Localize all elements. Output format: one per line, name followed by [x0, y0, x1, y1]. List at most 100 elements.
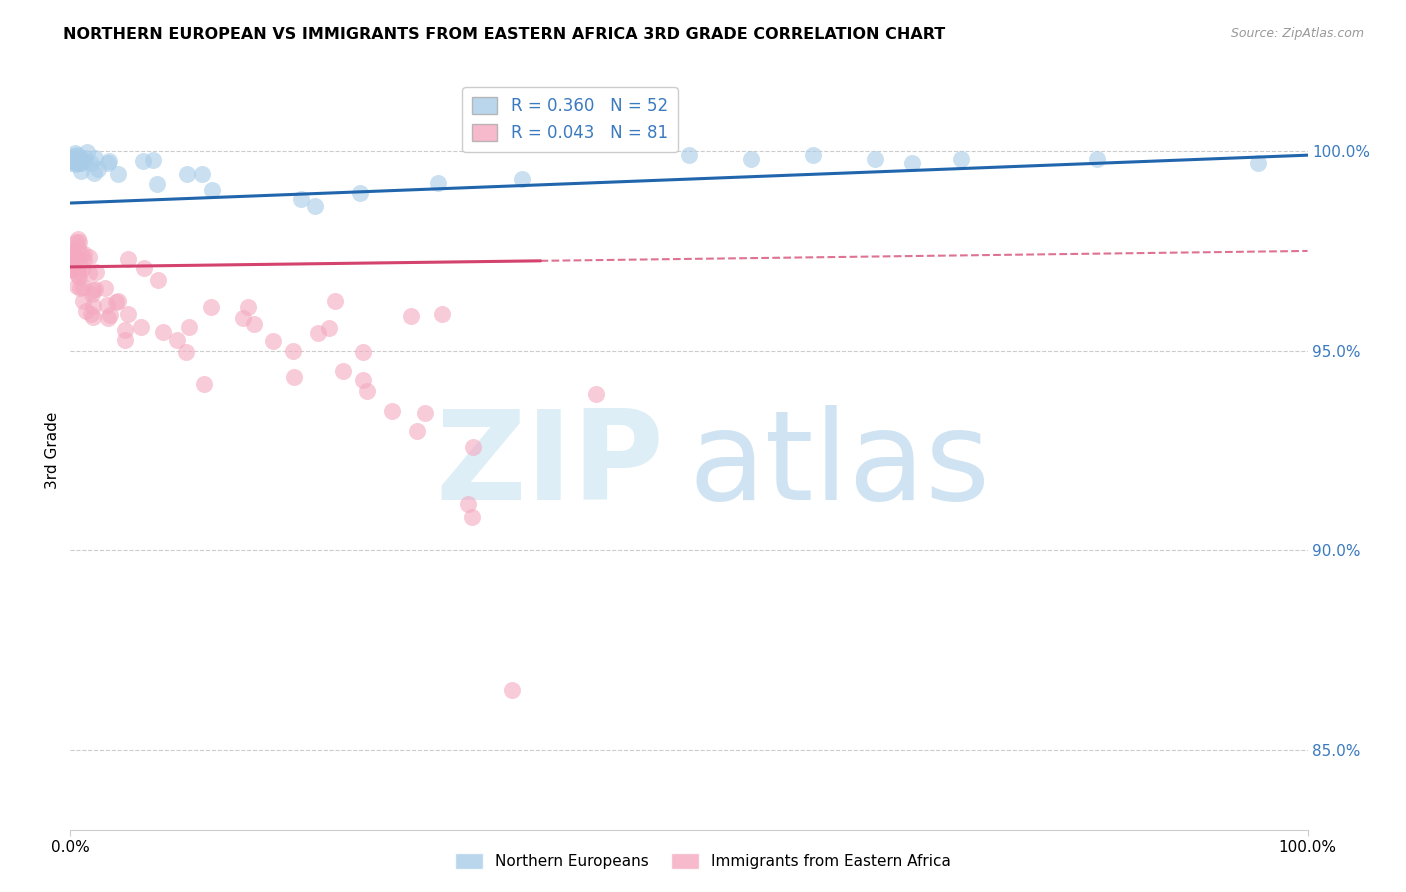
Point	[65, 157, 87, 171]
Point	[146, 177, 169, 191]
Point	[290, 192, 312, 206]
Point	[70, 164, 93, 178]
Point	[107, 167, 129, 181]
Point	[84, 282, 107, 296]
Point	[863, 152, 886, 166]
Point	[97, 156, 120, 170]
Point	[73, 247, 96, 261]
Point	[142, 153, 165, 168]
Point	[352, 373, 374, 387]
Point	[67, 270, 90, 285]
Point	[176, 167, 198, 181]
Point	[262, 334, 284, 348]
Point	[146, 272, 169, 286]
Y-axis label: 3rd Grade: 3rd Grade	[45, 412, 60, 489]
Point	[69, 152, 91, 166]
Text: Source: ZipAtlas.com: Source: ZipAtlas.com	[1230, 27, 1364, 40]
Point	[66, 150, 89, 164]
Point	[177, 319, 200, 334]
Text: atlas: atlas	[689, 405, 991, 526]
Point	[87, 161, 110, 176]
Point	[900, 156, 922, 170]
Point	[82, 300, 104, 314]
Point	[62, 260, 84, 274]
Point	[67, 268, 90, 283]
Point	[67, 155, 90, 169]
Point	[318, 321, 340, 335]
Point	[381, 403, 404, 417]
Point	[82, 310, 104, 324]
Point	[59, 151, 82, 165]
Point	[166, 333, 188, 347]
Point	[80, 155, 103, 169]
Point	[134, 261, 156, 276]
Point	[66, 232, 89, 246]
Point	[461, 510, 484, 524]
Point	[75, 303, 97, 318]
Point	[80, 307, 103, 321]
Point	[201, 183, 224, 197]
Point	[75, 151, 97, 165]
Point	[86, 265, 108, 279]
Point	[304, 199, 326, 213]
Point	[283, 370, 305, 384]
Point	[501, 682, 523, 697]
Point	[114, 333, 136, 347]
Point	[950, 152, 973, 166]
Point	[585, 387, 607, 401]
Point	[60, 261, 83, 276]
Point	[82, 284, 104, 298]
Legend: R = 0.360   N = 52, R = 0.043   N = 81: R = 0.360 N = 52, R = 0.043 N = 81	[463, 87, 678, 152]
Point	[60, 263, 83, 277]
Point	[117, 252, 139, 266]
Point	[238, 301, 260, 315]
Point	[332, 364, 354, 378]
Point	[243, 317, 266, 331]
Point	[60, 247, 83, 261]
Point	[69, 155, 91, 169]
Text: ZIP: ZIP	[436, 405, 664, 526]
Point	[1247, 156, 1270, 170]
Point	[77, 250, 100, 264]
Point	[307, 326, 329, 340]
Point	[60, 153, 83, 167]
Point	[73, 153, 96, 168]
Point	[463, 440, 485, 454]
Point	[79, 266, 101, 280]
Point	[69, 247, 91, 261]
Point	[281, 343, 304, 358]
Point	[174, 344, 197, 359]
Point	[60, 259, 83, 273]
Point	[349, 186, 371, 200]
Point	[510, 172, 533, 186]
Point	[65, 154, 87, 169]
Point	[62, 250, 84, 264]
Point	[193, 376, 215, 391]
Point	[114, 323, 136, 337]
Point	[740, 152, 762, 166]
Text: NORTHERN EUROPEAN VS IMMIGRANTS FROM EASTERN AFRICA 3RD GRADE CORRELATION CHART: NORTHERN EUROPEAN VS IMMIGRANTS FROM EAS…	[63, 27, 945, 42]
Point	[457, 497, 479, 511]
Point	[66, 240, 89, 254]
Point	[190, 167, 212, 181]
Point	[97, 310, 120, 325]
Point	[432, 307, 454, 321]
Point	[232, 310, 254, 325]
Point	[96, 298, 118, 312]
Point	[73, 252, 96, 267]
Point	[152, 325, 174, 339]
Point	[323, 293, 346, 308]
Point	[69, 280, 91, 294]
Legend: Northern Europeans, Immigrants from Eastern Africa: Northern Europeans, Immigrants from East…	[449, 847, 957, 875]
Point	[65, 153, 87, 167]
Point	[67, 156, 90, 170]
Point	[82, 287, 104, 301]
Point	[76, 145, 98, 160]
Point	[72, 280, 94, 294]
Point	[63, 153, 86, 168]
Point	[129, 320, 152, 334]
Point	[72, 294, 94, 309]
Point	[104, 295, 127, 310]
Point	[70, 261, 93, 276]
Point	[83, 152, 105, 166]
